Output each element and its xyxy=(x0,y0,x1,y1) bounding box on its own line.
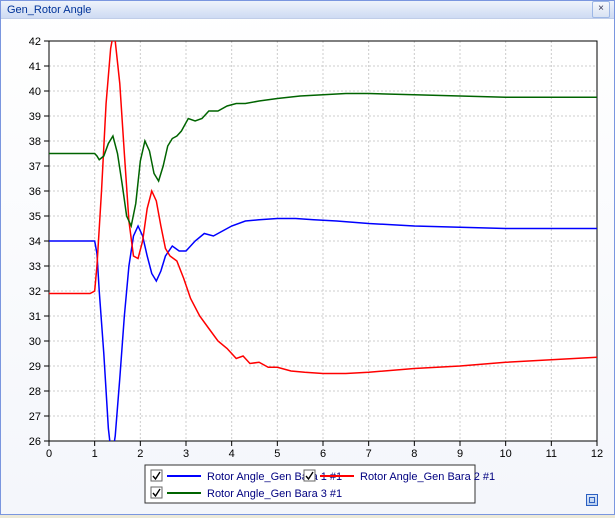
ytick-label: 31 xyxy=(29,311,41,323)
ytick-label: 26 xyxy=(29,436,41,448)
legend-checkbox[interactable] xyxy=(304,470,315,481)
legend-checkbox[interactable] xyxy=(151,470,162,481)
ytick-label: 39 xyxy=(29,111,41,123)
ytick-label: 36 xyxy=(29,186,41,198)
ytick-label: 27 xyxy=(29,411,41,423)
window-frame: Gen_Rotor Angle × 0123456789101112262728… xyxy=(0,0,615,515)
xtick-label: 9 xyxy=(457,448,463,460)
ytick-label: 28 xyxy=(29,386,41,398)
chart-stage: 0123456789101112262728293031323334353637… xyxy=(7,25,608,512)
chart-svg: 0123456789101112262728293031323334353637… xyxy=(7,25,608,512)
xtick-label: 7 xyxy=(366,448,372,460)
ytick-label: 34 xyxy=(29,236,41,248)
maximize-icon[interactable] xyxy=(586,494,598,506)
xtick-label: 5 xyxy=(274,448,280,460)
xtick-label: 8 xyxy=(411,448,417,460)
ytick-label: 30 xyxy=(29,336,41,348)
ytick-label: 37 xyxy=(29,161,41,173)
xtick-label: 0 xyxy=(46,448,52,460)
xtick-label: 10 xyxy=(500,448,512,460)
window-title: Gen_Rotor Angle xyxy=(7,4,592,16)
xtick-label: 4 xyxy=(229,448,235,460)
window-body: 0123456789101112262728293031323334353637… xyxy=(1,19,614,518)
ytick-label: 32 xyxy=(29,286,41,298)
legend-label: Rotor Angle_Gen Bara 2 #1 xyxy=(360,471,495,483)
ytick-label: 29 xyxy=(29,361,41,373)
ytick-label: 35 xyxy=(29,211,41,223)
ytick-label: 41 xyxy=(29,61,41,73)
ytick-label: 33 xyxy=(29,261,41,273)
xtick-label: 11 xyxy=(546,448,557,460)
xtick-label: 1 xyxy=(92,448,98,460)
titlebar[interactable]: Gen_Rotor Angle × xyxy=(1,1,614,19)
legend-checkbox[interactable] xyxy=(151,487,162,498)
close-button[interactable]: × xyxy=(592,1,610,18)
ytick-label: 40 xyxy=(29,86,41,98)
legend-label: Rotor Angle_Gen Bara 3 #1 xyxy=(207,488,342,500)
xtick-label: 6 xyxy=(320,448,326,460)
ytick-label: 38 xyxy=(29,136,41,148)
xtick-label: 2 xyxy=(137,448,143,460)
xtick-label: 12 xyxy=(591,448,603,460)
ytick-label: 42 xyxy=(29,36,41,48)
xtick-label: 3 xyxy=(183,448,189,460)
